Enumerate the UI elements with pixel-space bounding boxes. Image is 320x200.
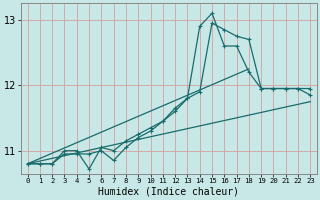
X-axis label: Humidex (Indice chaleur): Humidex (Indice chaleur) xyxy=(99,187,239,197)
